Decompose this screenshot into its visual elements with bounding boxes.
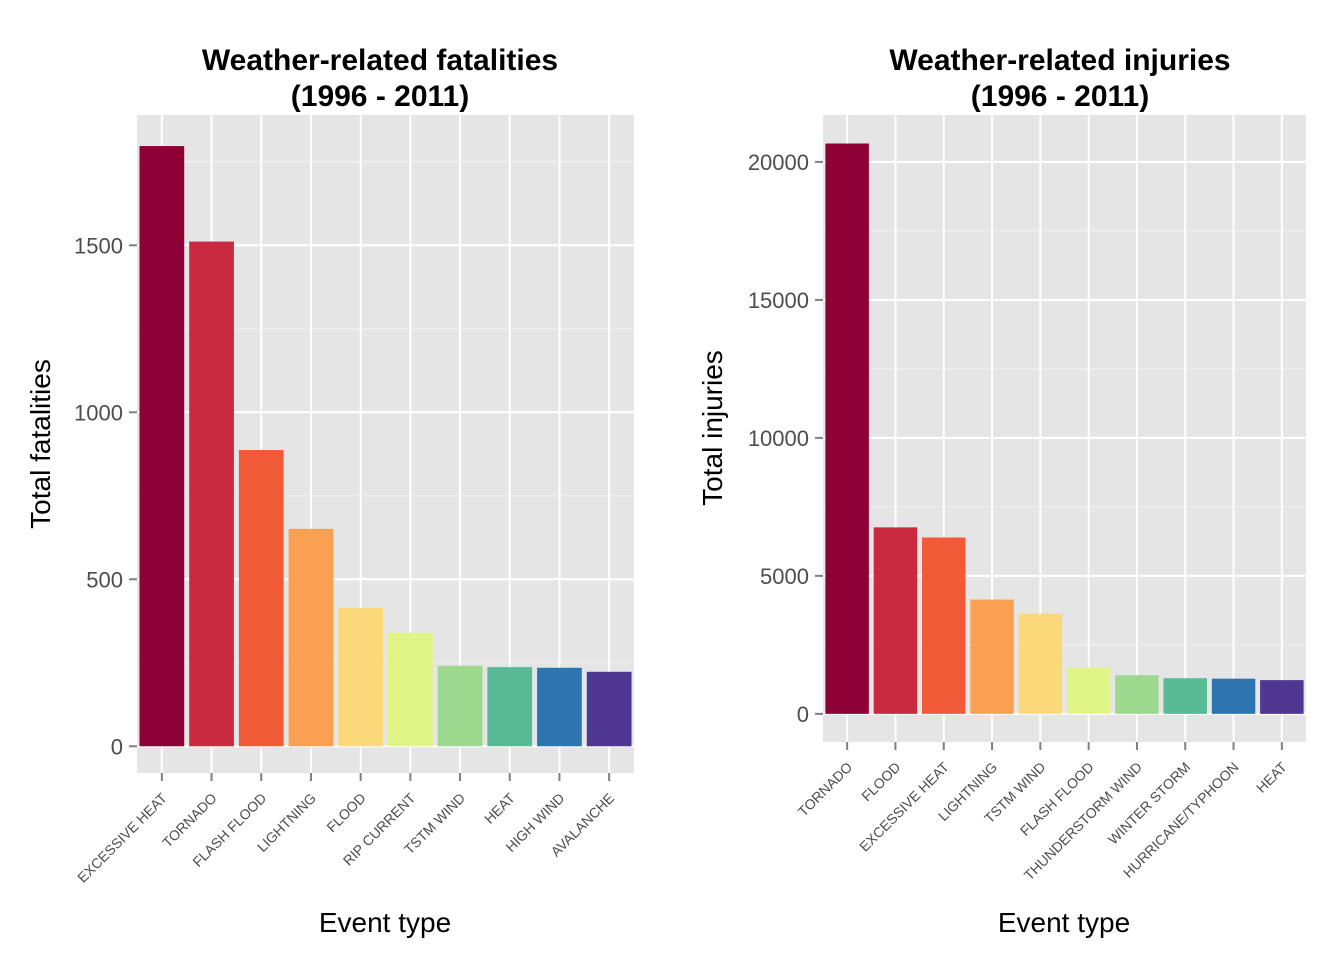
y-tick-label: 10000 xyxy=(748,426,809,451)
x-tick-label: HEAT xyxy=(481,790,518,827)
chart-title: Weather-related injuries xyxy=(889,44,1230,77)
y-tick-label: 15000 xyxy=(748,288,809,313)
y-tick-label: 5000 xyxy=(760,564,809,589)
x-tick-label: FLOOD xyxy=(323,790,368,835)
bar-tornado xyxy=(825,143,869,714)
y-axis-title: Total injuries xyxy=(697,350,728,506)
bar-excessive-heat xyxy=(139,146,185,747)
chart-title: Weather-related fatalities xyxy=(202,44,558,77)
bar-hurricane-typhoon xyxy=(1211,678,1256,714)
y-tick-label: 0 xyxy=(111,734,123,759)
chart-title: (1996 - 2011) xyxy=(291,80,469,113)
bar-excessive-heat xyxy=(922,537,966,714)
bar-lightning xyxy=(288,528,334,747)
bar-lightning xyxy=(970,599,1014,714)
x-tick-label: TORNADO xyxy=(795,759,856,820)
bar-flood xyxy=(338,607,384,747)
bar-tstm-wind xyxy=(437,665,483,747)
x-tick-label: EXCESSIVE HEAT xyxy=(74,789,170,885)
bar-tornado xyxy=(189,241,234,747)
x-tick-label: EXCESSIVE HEAT xyxy=(856,758,952,854)
y-axis-title: Total fatalities xyxy=(25,359,56,529)
bar-thunderstorm-wind xyxy=(1115,675,1159,714)
bar-flash-flood xyxy=(1066,667,1111,714)
bar-flash-flood xyxy=(238,450,284,747)
y-tick-label: 1500 xyxy=(74,233,123,258)
y-tick-label: 20000 xyxy=(748,150,809,175)
x-tick-label: HEAT xyxy=(1253,759,1290,796)
bar-avalanche xyxy=(586,671,632,747)
y-tick-label: 500 xyxy=(86,567,123,592)
bar-heat xyxy=(487,667,533,747)
chart-title: (1996 - 2011) xyxy=(971,80,1149,113)
bar-winter-storm xyxy=(1163,678,1207,714)
bar-rip-current xyxy=(387,632,433,747)
bar-high-wind xyxy=(537,667,582,747)
bar-heat xyxy=(1260,680,1304,714)
chart-2: 0 5000 10000 15000 20000 TORNADO FLOODEXCESSIV… xyxy=(697,44,1306,938)
bar-tstm-wind xyxy=(1018,613,1063,714)
bar-flood xyxy=(873,527,918,714)
y-tick-label: 0 xyxy=(797,702,809,727)
x-axis-title: Event type xyxy=(319,907,451,938)
x-tick-label: WINTER STORM xyxy=(1105,759,1194,848)
y-tick-label: 1000 xyxy=(74,400,123,425)
x-tick-label: FLOOD xyxy=(858,759,903,804)
x-axis-title: Event type xyxy=(998,907,1130,938)
